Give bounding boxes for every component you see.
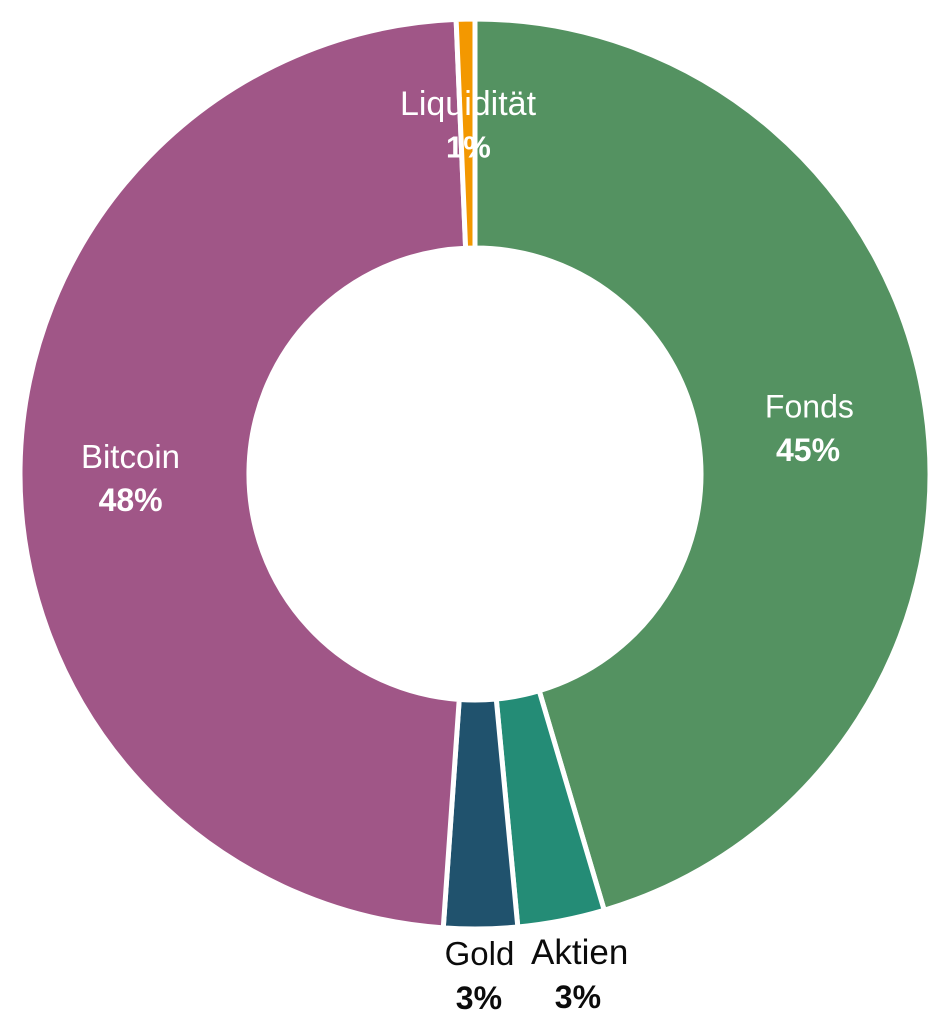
svg-text:Liquidität: Liquidität bbox=[400, 85, 537, 123]
svg-text:Gold: Gold bbox=[445, 935, 515, 972]
svg-text:Bitcoin: Bitcoin bbox=[81, 438, 180, 475]
svg-text:48%: 48% bbox=[99, 482, 163, 518]
svg-text:45%: 45% bbox=[776, 432, 840, 468]
svg-text:Aktien: Aktien bbox=[531, 933, 628, 972]
svg-text:1%: 1% bbox=[446, 130, 491, 165]
svg-text:3%: 3% bbox=[555, 979, 601, 1015]
svg-text:3%: 3% bbox=[456, 980, 502, 1016]
svg-text:Fonds: Fonds bbox=[765, 388, 854, 424]
